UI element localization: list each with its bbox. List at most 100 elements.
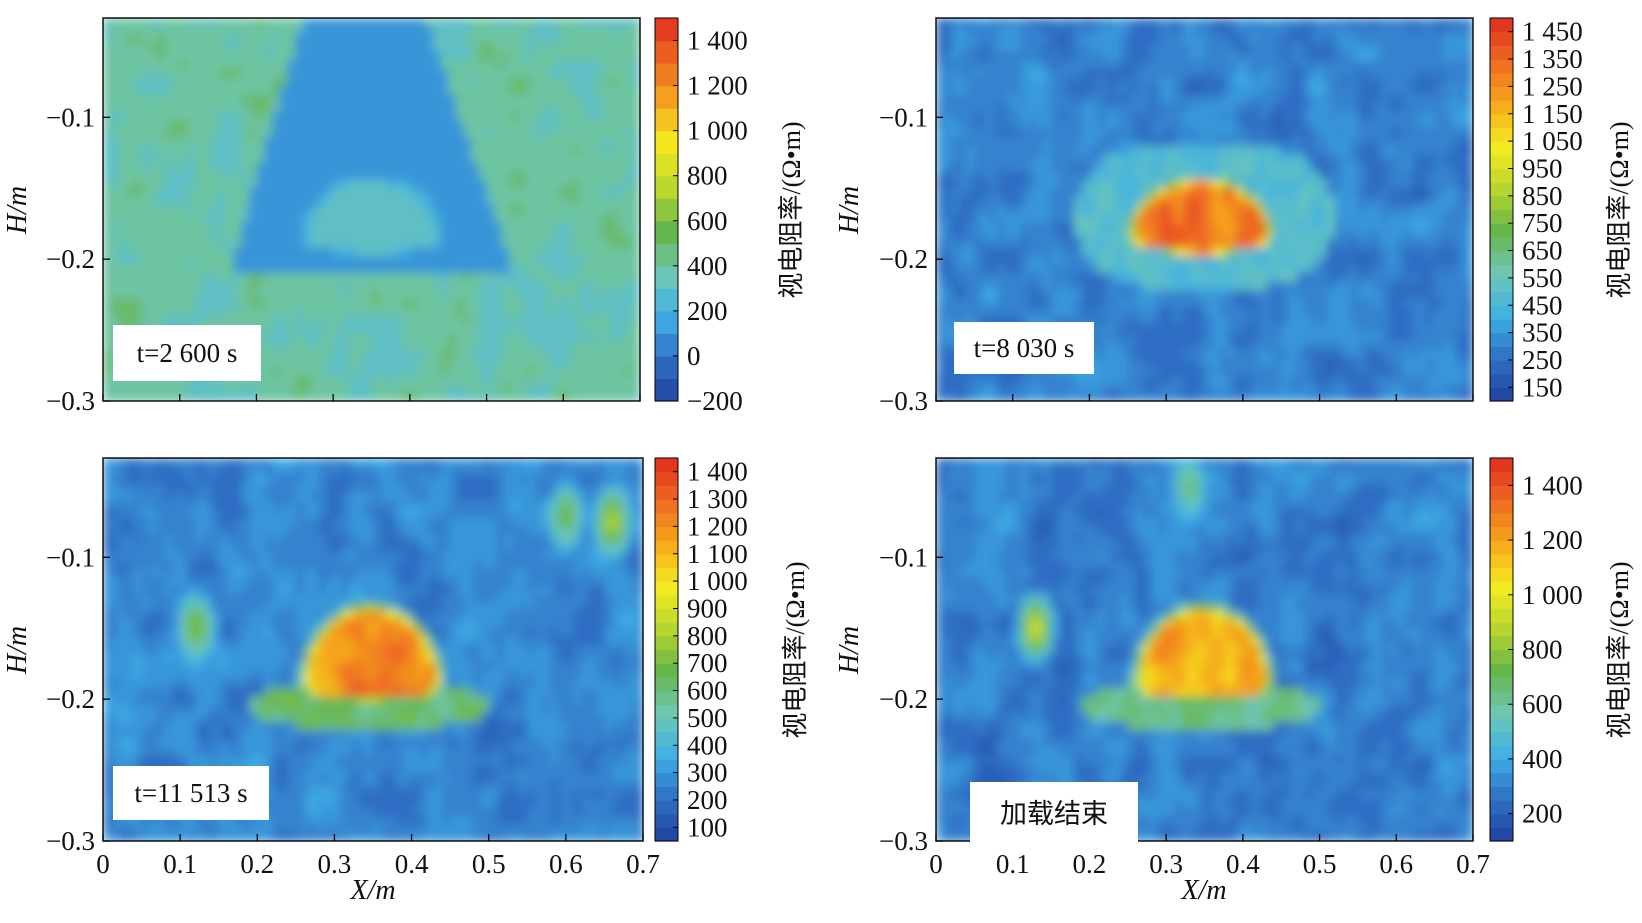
heatmap-cell xyxy=(218,264,227,275)
heatmap-cell xyxy=(1012,392,1022,401)
heatmap-cell xyxy=(951,384,960,394)
heatmap-cell xyxy=(540,367,549,377)
heatmap-cell xyxy=(471,188,480,198)
heatmap-cell xyxy=(425,171,434,181)
heatmap-cell xyxy=(632,52,640,62)
heatmap-cell xyxy=(555,256,565,266)
heatmap-cell xyxy=(225,188,235,198)
heatmap-cell xyxy=(195,392,204,401)
heatmap-cell xyxy=(348,18,357,28)
heatmap-cell xyxy=(478,324,488,334)
heatmap-cell xyxy=(371,256,380,266)
heatmap-cell xyxy=(417,213,426,224)
heatmap-cell xyxy=(478,145,488,155)
heatmap-cell xyxy=(1212,145,1221,155)
heatmap-cell xyxy=(271,26,281,36)
heatmap-cell xyxy=(586,239,595,249)
heatmap-cell xyxy=(989,162,999,172)
heatmap-cell xyxy=(1074,128,1083,138)
heatmap-cell xyxy=(103,77,112,87)
heatmap-cell xyxy=(333,171,342,181)
heatmap-cell xyxy=(1166,392,1175,401)
heatmap-cell xyxy=(1143,315,1152,326)
heatmap-cell xyxy=(118,43,127,53)
heatmap-cell xyxy=(409,188,419,198)
heatmap-cell xyxy=(440,290,449,300)
heatmap-cell xyxy=(1066,239,1075,249)
heatmap-cell xyxy=(1028,111,1037,121)
heatmap-cell xyxy=(379,69,388,79)
heatmap-cell xyxy=(1219,375,1229,385)
heatmap-cell xyxy=(1089,154,1098,164)
heatmap-cell xyxy=(1089,315,1098,326)
heatmap-cell xyxy=(356,137,365,147)
heatmap-cell xyxy=(1204,137,1213,147)
heatmap-cell xyxy=(325,290,334,300)
heatmap-cell xyxy=(141,196,150,206)
heatmap-cell xyxy=(1005,137,1014,147)
heatmap-cell xyxy=(394,375,403,385)
heatmap-cell xyxy=(126,120,135,130)
heatmap-cell xyxy=(1028,69,1037,79)
heatmap-cell xyxy=(997,111,1006,121)
heatmap-cell xyxy=(340,69,350,79)
heatmap-cell xyxy=(594,86,603,96)
heatmap-cell xyxy=(1089,256,1098,266)
heatmap-cell xyxy=(432,128,442,138)
heatmap-cell xyxy=(1166,35,1175,45)
heatmap-cell xyxy=(1173,324,1183,334)
heatmap-cell xyxy=(271,247,281,258)
heatmap-cell xyxy=(432,154,442,164)
heatmap-cell xyxy=(974,273,983,283)
heatmap-cell xyxy=(1204,367,1213,377)
heatmap-cell xyxy=(632,230,640,241)
heatmap-cell xyxy=(1166,52,1175,62)
heatmap-cell xyxy=(547,179,557,189)
heatmap-cell xyxy=(540,247,549,258)
heatmap-cell xyxy=(478,171,488,181)
heatmap-cell xyxy=(1035,86,1045,96)
heatmap-cell xyxy=(1127,69,1137,79)
heatmap-cell xyxy=(379,205,388,215)
heatmap-cell xyxy=(279,264,288,275)
heatmap-cell xyxy=(110,290,120,300)
heatmap-cell xyxy=(363,358,373,368)
heatmap-cell xyxy=(310,256,319,266)
heatmap-cell xyxy=(1127,358,1137,368)
heatmap-cell xyxy=(287,315,296,326)
heatmap-cell xyxy=(1143,35,1152,45)
heatmap-cell xyxy=(1189,179,1198,189)
heatmap-cell xyxy=(156,247,166,258)
heatmap-cell xyxy=(1181,315,1190,326)
heatmap-cell xyxy=(594,222,603,232)
heatmap-cell xyxy=(1127,213,1137,224)
heatmap-cell xyxy=(609,332,618,343)
heatmap-cell xyxy=(936,188,945,198)
heatmap-cell xyxy=(1135,298,1144,309)
heatmap-cell xyxy=(1028,222,1037,232)
heatmap-cell xyxy=(989,298,999,309)
heatmap-cell xyxy=(417,86,426,96)
heatmap-cell xyxy=(425,332,434,343)
heatmap-cell xyxy=(1143,43,1152,53)
heatmap-cell xyxy=(601,69,611,79)
heatmap-cell xyxy=(1005,273,1014,283)
heatmap-cell xyxy=(371,43,380,53)
heatmap-cell xyxy=(241,205,250,215)
heatmap-cell xyxy=(164,205,173,215)
heatmap-cell xyxy=(425,35,434,45)
heatmap-cell xyxy=(409,256,419,266)
heatmap-cell xyxy=(179,273,189,283)
heatmap-cell xyxy=(363,307,373,317)
heatmap-cell xyxy=(586,60,595,70)
heatmap-cell xyxy=(966,120,976,130)
heatmap-cell xyxy=(563,367,572,377)
heatmap-cell xyxy=(141,273,150,283)
heatmap-cell xyxy=(1058,52,1068,62)
heatmap-cell xyxy=(179,247,189,258)
heatmap-cell xyxy=(509,230,519,241)
heatmap-cell xyxy=(1166,154,1175,164)
heatmap-cell xyxy=(509,290,519,300)
heatmap-cell xyxy=(1012,298,1022,309)
heatmap-cell xyxy=(1196,145,1206,155)
